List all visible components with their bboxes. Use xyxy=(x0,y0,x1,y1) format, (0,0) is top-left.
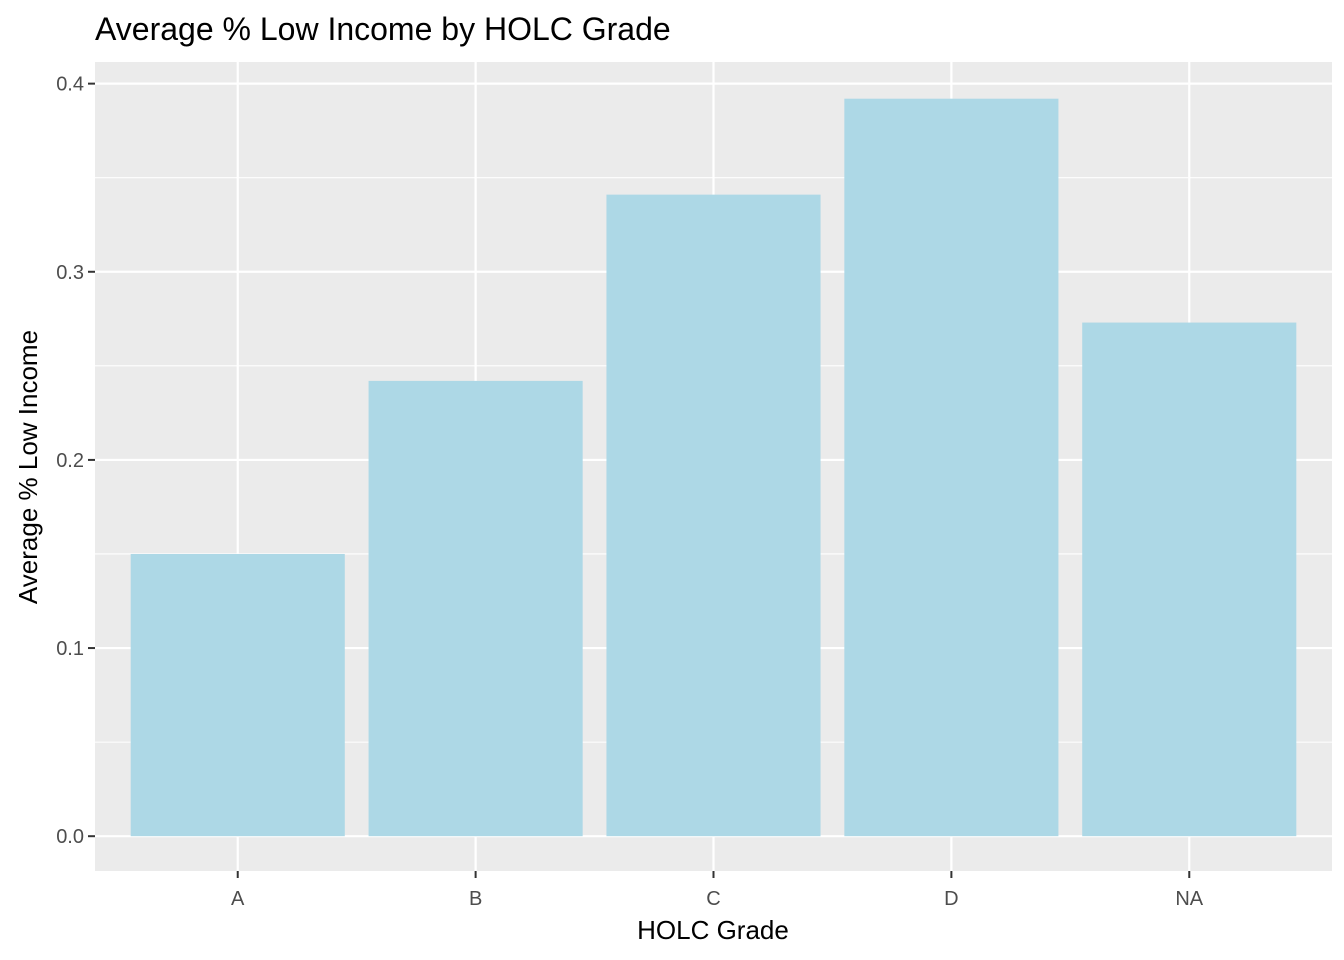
bars xyxy=(130,98,1297,837)
bar-d xyxy=(844,98,1059,837)
x-tick-label: B xyxy=(469,888,482,910)
y-tick-label: 0.2 xyxy=(56,450,84,472)
x-axis: A B C D NA xyxy=(231,871,1204,910)
x-tick-label: D xyxy=(944,888,958,910)
y-tick-label: 0.3 xyxy=(56,262,84,284)
x-tick-label: A xyxy=(231,888,245,910)
bar-c xyxy=(606,194,821,837)
y-axis: 0.0 0.1 0.2 0.3 0.4 xyxy=(56,74,95,848)
y-tick-label: 0.4 xyxy=(56,74,84,96)
x-tick-label: C xyxy=(706,888,720,910)
bar-a xyxy=(130,553,345,837)
y-axis-title: Average % Low Income xyxy=(13,330,43,604)
chart-title: Average % Low Income by HOLC Grade xyxy=(95,11,671,47)
x-tick-label: NA xyxy=(1175,888,1203,910)
bar-b xyxy=(368,380,583,837)
x-axis-title: HOLC Grade xyxy=(637,915,789,945)
y-tick-label: 0.1 xyxy=(56,638,84,660)
bar-na xyxy=(1082,322,1297,837)
y-tick-label: 0.0 xyxy=(56,826,84,848)
